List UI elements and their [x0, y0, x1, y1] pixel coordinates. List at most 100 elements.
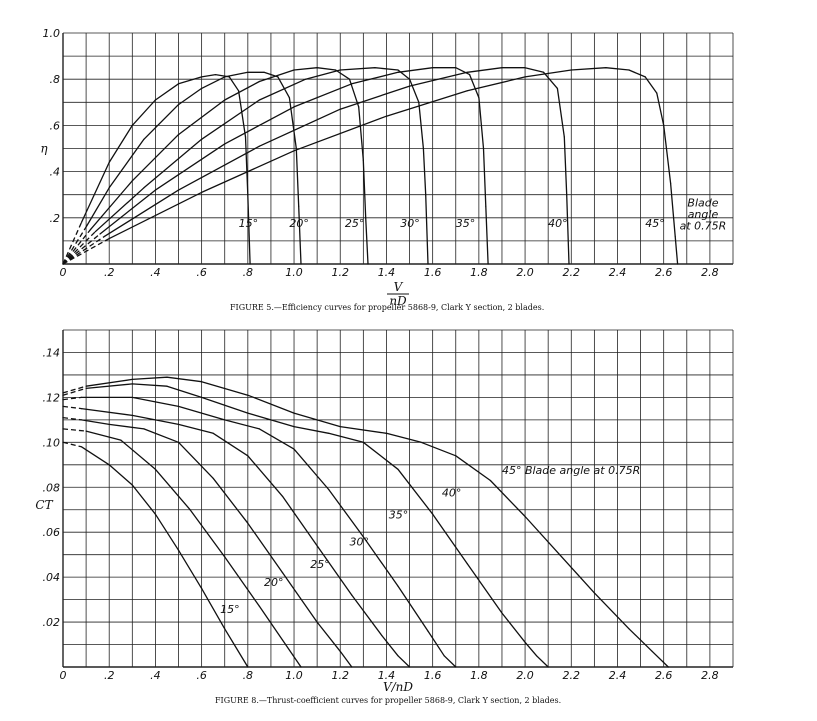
data-point: [80, 419, 83, 421]
series-3: 25°: [62, 67, 369, 265]
data-point: [108, 464, 110, 466]
data-point: [427, 630, 429, 632]
data-point: [351, 83, 353, 85]
series-5: 35°: [62, 396, 457, 668]
data-point: [524, 641, 526, 643]
data-point: [563, 136, 565, 138]
series-line-extrapolated: [62, 231, 96, 265]
series-6: 40°: [62, 67, 570, 265]
data-point: [365, 217, 367, 219]
series-line-extrapolated: [62, 441, 82, 448]
data-point: [154, 189, 156, 191]
series-line-extrapolated: [62, 396, 82, 401]
data-point: [295, 147, 297, 150]
y-tick-label: .04: [43, 571, 61, 584]
data-point: [466, 90, 468, 92]
data-point: [238, 90, 240, 92]
data-point: [409, 85, 411, 87]
x-tick-label: 2.0: [516, 669, 534, 682]
data-point: [85, 226, 87, 228]
x-tick-label: .6: [196, 266, 207, 279]
data-point: [201, 76, 203, 78]
x-tick-label: .6: [196, 669, 207, 682]
series-label: 20°: [264, 576, 284, 589]
series-line: [85, 430, 302, 668]
series-line-extrapolated: [62, 405, 82, 410]
data-point: [381, 634, 383, 637]
data-point: [224, 628, 226, 630]
data-point: [62, 263, 64, 265]
data-point: [131, 414, 133, 416]
y-tick-label: .14: [43, 346, 61, 359]
data-point: [177, 134, 180, 136]
data-point: [154, 513, 156, 515]
data-point: [247, 455, 249, 457]
y-tick-label: .06: [43, 526, 61, 539]
series-label: 15°: [239, 217, 259, 230]
data-point: [85, 430, 87, 432]
x-axis-label-numerator: V: [394, 280, 404, 294]
series-1: 15°: [62, 73, 259, 265]
data-point: [644, 76, 646, 78]
data-point: [108, 238, 110, 240]
data-point: [281, 572, 284, 574]
data-point: [524, 67, 526, 69]
x-tick-label: 1.4: [378, 669, 396, 682]
data-point: [367, 263, 369, 265]
data-point: [247, 194, 249, 196]
data-point: [99, 233, 101, 235]
data-point: [293, 106, 295, 108]
data-point: [628, 628, 630, 630]
data-point: [397, 468, 399, 470]
data-point: [258, 145, 260, 147]
data-point: [501, 67, 503, 69]
data-point: [316, 545, 318, 547]
data-point: [108, 423, 110, 425]
x-tick-label: 1.0: [285, 266, 303, 279]
data-point: [177, 423, 180, 425]
data-point: [362, 159, 364, 161]
data-point: [154, 99, 156, 101]
data-point: [85, 385, 87, 387]
data-point: [108, 187, 110, 189]
data-point: [489, 479, 491, 482]
data-point: [258, 428, 260, 430]
data-point: [466, 563, 468, 565]
data-point: [177, 104, 180, 106]
data-point: [328, 488, 330, 491]
data-point: [300, 263, 302, 265]
data-point: [277, 76, 279, 78]
annotation-line: angle: [688, 208, 719, 221]
data-point: [177, 549, 180, 551]
data-point: [247, 522, 249, 524]
data-point: [143, 187, 145, 189]
data-point: [201, 396, 203, 398]
data-point: [62, 394, 64, 396]
data-point: [536, 655, 538, 657]
data-point: [339, 69, 341, 71]
data-point: [224, 143, 226, 145]
data-point: [131, 383, 133, 385]
data-point: [94, 231, 96, 233]
y-tick-label: .08: [43, 481, 61, 494]
grid: [62, 32, 734, 265]
data-point: [432, 513, 434, 515]
data-point: [667, 666, 669, 668]
series-label: 30°: [349, 536, 369, 549]
annotation-line: at 0.75R: [680, 219, 727, 232]
data-point: [201, 381, 203, 383]
data-point: [247, 666, 249, 668]
data-point: [418, 101, 420, 103]
data-point: [397, 655, 399, 657]
x-tick-label: 1.4: [378, 266, 396, 279]
x-tick-label: .4: [150, 266, 161, 279]
data-point: [80, 408, 83, 410]
data-point: [131, 180, 133, 182]
series-label: 40°: [442, 486, 462, 499]
series-line: [80, 73, 251, 265]
data-point: [501, 612, 503, 614]
x-tick-label: 1.6: [424, 266, 442, 279]
data-point: [80, 221, 83, 223]
data-point: [62, 392, 64, 394]
series-line: [85, 71, 302, 265]
